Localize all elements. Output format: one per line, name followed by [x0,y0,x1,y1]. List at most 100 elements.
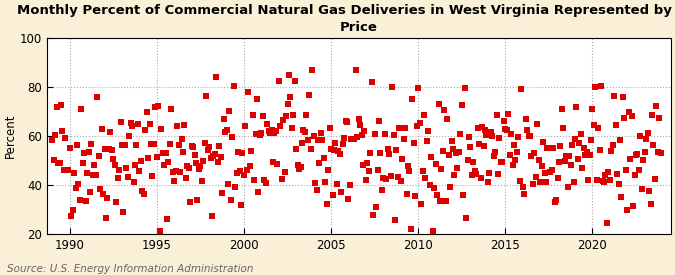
Point [340,119,351,123]
Point [50,133,61,137]
Point [319,156,329,160]
Point [641,137,651,141]
Point [179,122,190,127]
Point [354,123,365,127]
Point [443,153,454,157]
Point [454,150,464,154]
Point [147,174,158,178]
Point [397,157,408,161]
Point [651,104,661,108]
Point [238,172,249,177]
Point [384,152,395,156]
Point [410,193,421,198]
Point [219,129,230,134]
Point [98,192,109,196]
Point [398,137,409,142]
Point [224,109,235,113]
Point [622,208,632,212]
Point [375,151,386,156]
Point [323,167,333,172]
Point [577,166,588,170]
Point [47,138,57,142]
Point [494,136,505,140]
Point [490,150,501,154]
Point [57,129,68,133]
Point [308,133,319,138]
Point [630,153,641,158]
Point [546,168,557,173]
Point [568,180,579,184]
Point [284,73,294,77]
Point [647,113,657,117]
Point [421,139,432,144]
Point [638,158,649,162]
Point [645,202,656,207]
Point [524,133,535,138]
Point [320,180,331,185]
Point [93,154,104,158]
Point [190,161,201,165]
Point [417,169,428,173]
Point [471,172,482,176]
Point [510,157,521,162]
Point [458,192,468,197]
Point [277,118,288,122]
Point [620,168,631,173]
Point [360,178,371,182]
Point [574,141,585,145]
Point [462,158,473,163]
Point [109,163,120,167]
Point [570,137,580,141]
Point [211,75,222,79]
Point [363,169,374,173]
Point [601,221,612,225]
Point [230,185,240,189]
Point [506,132,516,136]
Point [221,128,232,133]
Point [150,104,161,109]
Point [227,135,238,139]
Point [498,118,509,123]
Point [378,176,389,180]
Point [73,182,84,186]
Point [372,168,383,173]
Point [586,138,597,142]
Point [637,187,647,192]
Point [273,79,284,84]
Point [469,169,480,173]
Point [516,87,526,91]
Point [456,103,467,107]
Point [634,167,645,172]
Point [597,179,608,183]
Point [295,164,306,169]
Point [411,124,422,128]
Point [117,142,128,147]
Point [176,137,187,141]
Point [296,141,307,145]
Point [488,154,499,158]
Point [217,190,227,195]
Point [54,161,65,165]
Point [200,93,211,98]
Point [610,123,621,128]
Point [539,171,550,176]
Point [243,89,254,94]
Point [542,145,553,150]
Point [591,178,602,182]
Point [122,175,133,179]
Point [263,129,274,134]
Point [247,113,258,117]
Point [233,150,244,155]
Point [560,158,570,163]
Point [358,163,369,168]
Point [381,177,392,181]
Point [124,134,134,138]
Point [314,160,325,165]
Point [649,177,660,182]
Point [612,172,622,176]
Point [291,146,302,151]
Point [608,142,618,147]
Point [118,209,129,214]
Point [253,190,264,194]
Point [629,172,640,177]
